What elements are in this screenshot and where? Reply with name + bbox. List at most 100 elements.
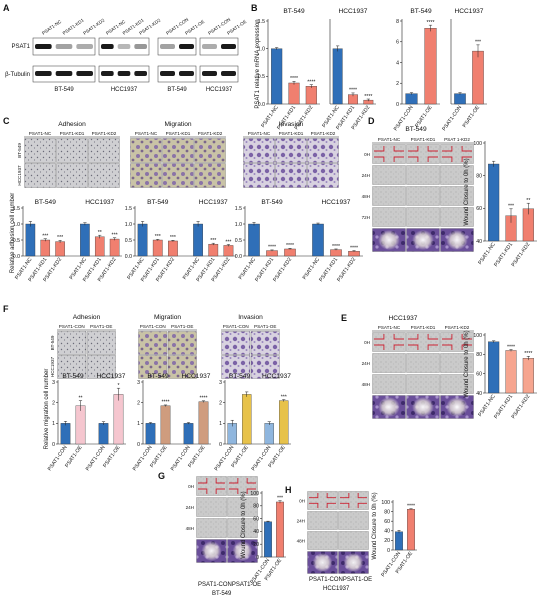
y-tick-label: 1 xyxy=(219,421,222,427)
wound-image xyxy=(406,353,440,373)
group-title: BT-549 xyxy=(229,373,251,380)
lane-label: PSAT1-CON xyxy=(59,324,85,329)
micrograph xyxy=(88,163,120,188)
bar xyxy=(264,423,274,445)
micrograph xyxy=(86,355,116,379)
y-tick-label: 0 xyxy=(52,442,55,448)
bar xyxy=(25,223,36,257)
y-tick-label: 1 xyxy=(52,421,55,427)
time-label: 0H xyxy=(188,484,194,489)
bar xyxy=(505,350,517,394)
bar xyxy=(454,93,466,105)
blot-cell-label: HCC1937 xyxy=(111,87,138,93)
chart-c-6: 0.00.51.01.5PSAT1-NC****PSAT1-KD1****PSA… xyxy=(235,199,363,283)
y-tick-label: 100 xyxy=(381,500,390,506)
significance-label: *** xyxy=(57,235,63,241)
chart-title: HCC1937 xyxy=(455,8,484,15)
y-tick-label: 1.5 xyxy=(13,206,20,212)
y-tick-label: 1.0 xyxy=(258,46,265,52)
y-tick-label: 1.5 xyxy=(235,206,242,212)
panel-label-a: A xyxy=(3,3,10,13)
significance-label: **** xyxy=(286,243,294,249)
psat1-band xyxy=(160,44,175,49)
panel-label-f: F xyxy=(3,304,9,314)
bar xyxy=(193,223,203,257)
y-tick-label: 1.0 xyxy=(125,222,132,228)
micrograph xyxy=(130,163,162,188)
tubulin-band xyxy=(179,71,194,76)
wound-image xyxy=(372,165,406,185)
wound-image xyxy=(440,144,474,164)
y-tick-label: 3 xyxy=(137,380,140,386)
micrograph xyxy=(194,163,226,188)
panel-g-wound-images: 0H 24H 48H xyxy=(186,476,258,563)
significance-label: **** xyxy=(268,245,276,251)
wound-image xyxy=(440,165,474,185)
y-tick-label: 1.0 xyxy=(235,222,242,228)
lane-label: PSAT1-KD1 xyxy=(60,131,85,136)
y-tick-label: 1.5 xyxy=(258,19,265,25)
micrograph xyxy=(24,163,56,188)
bar xyxy=(248,223,260,257)
wound-image xyxy=(307,531,338,550)
y-tick-label: 80 xyxy=(384,509,390,515)
lane-label: PSAT1-KD1 xyxy=(166,131,191,136)
x-tick-label: PSAT1-NC xyxy=(302,257,322,281)
chart-c-4: 0.00.51.01.5PSAT1-NC***PSAT1-KD1***PSAT1… xyxy=(13,199,122,283)
blot-row-label: β-Tubulin xyxy=(5,72,30,78)
bar xyxy=(395,531,403,551)
panel-c-ylabel: Relative adhesion cell number xyxy=(10,193,16,273)
tubulin-band xyxy=(117,71,131,76)
significance-label: **** xyxy=(364,94,372,100)
micrograph xyxy=(24,138,56,163)
significance-label: *** xyxy=(225,239,231,245)
significance-label: **** xyxy=(161,400,169,406)
tubulin-band xyxy=(134,71,147,76)
y-tick-label: 40 xyxy=(476,391,482,397)
lane-label: PSAT1-NC xyxy=(378,137,401,142)
y-tick-label: 1 xyxy=(137,421,140,427)
panel-e-cell-title: HCC1937 xyxy=(389,315,418,322)
blot-cell-label: BT-549 xyxy=(167,87,187,93)
time-label: 24H xyxy=(186,505,194,510)
micrograph xyxy=(243,138,275,163)
significance-label: * xyxy=(117,383,119,389)
wound-image xyxy=(406,374,440,394)
wound-image xyxy=(440,186,474,206)
wound-image xyxy=(196,476,227,496)
time-label: 0H xyxy=(364,340,370,345)
panel-label-e: E xyxy=(341,313,347,323)
blot-row-label: PSAT1 xyxy=(11,44,30,50)
lane-label: PSAT1-KD2 xyxy=(445,325,470,330)
western-blot-panel: PSAT1 β-Tubulin PSAT1-NC PSAT1-KD1PSAT1-KD2… xyxy=(5,17,247,93)
wound-gap-highlight xyxy=(201,540,222,562)
wound-gap-highlight xyxy=(412,229,434,251)
lane-label: PSAT1-CON xyxy=(223,324,249,329)
y-tick-label: 0.5 xyxy=(13,238,20,244)
panel-g-cell: BT-549 xyxy=(212,591,232,597)
panel-e-wound-images: PSAT1-NC PSAT1-KD1 PSAT1-KD2 0H 24H 48H xyxy=(362,325,474,419)
x-tick-label: PSAT1-CON xyxy=(47,445,69,473)
bar xyxy=(266,250,278,257)
psat1-band xyxy=(35,44,52,49)
y-tick-label: 60 xyxy=(384,519,390,525)
group-title: HCC1937 xyxy=(97,373,126,380)
wound-gap-highlight xyxy=(343,552,364,573)
time-label: 48H xyxy=(297,539,305,544)
psat1-band xyxy=(55,44,73,49)
wound-outline xyxy=(374,146,404,162)
micrograph xyxy=(167,355,197,379)
blot-cell-label: BT-549 xyxy=(54,87,74,93)
significance-label: *** xyxy=(210,238,216,244)
bar xyxy=(522,358,534,394)
significance-label: **** xyxy=(507,344,515,350)
panel-g-footer: PSAT1-CONPSAT1-OE xyxy=(198,582,261,588)
time-label: 24H xyxy=(362,173,370,178)
panel-label-h: H xyxy=(285,485,292,495)
tubulin-band xyxy=(160,71,175,76)
lane-label: PSAT1-KD2 xyxy=(311,131,336,136)
bar xyxy=(305,86,317,105)
